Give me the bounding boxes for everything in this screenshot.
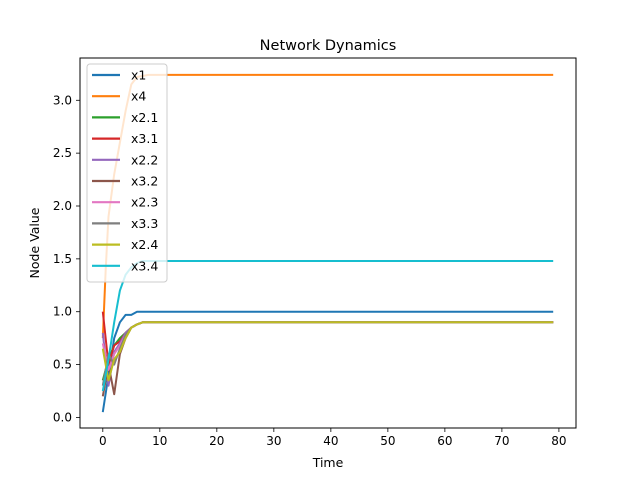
x-tick-label: 40 <box>323 434 338 448</box>
legend-label-x2.1: x2.1 <box>131 110 158 125</box>
legend-label-x2.2: x2.2 <box>131 152 158 167</box>
legend: x1 x4 x2.1 x3.1 x2.2 x3.2 x2.3 x3.3 x2.4 x3.4 <box>86 63 168 283</box>
legend-label-x3.1: x3.1 <box>131 131 158 146</box>
y-axis-ticks: 0.0 0.5 1.0 1.5 2.0 2.5 3.0 <box>53 93 80 424</box>
x-tick-label: 0 <box>99 434 107 448</box>
series-line-x2.4 <box>101 321 554 382</box>
x-tick-label: 70 <box>494 434 509 448</box>
legend-label-x2.4: x2.4 <box>131 237 158 252</box>
x-tick-label: 80 <box>551 434 566 448</box>
x-axis-ticks: 0 10 20 30 40 50 60 70 80 <box>99 428 567 448</box>
x-tick-label: 10 <box>152 434 167 448</box>
y-tick-label: 1.0 <box>53 305 72 319</box>
y-tick-label: 0.0 <box>53 410 72 424</box>
legend-label-x4: x4 <box>131 89 146 104</box>
x-tick-label: 30 <box>266 434 281 448</box>
y-tick-label: 2.0 <box>53 199 72 213</box>
x-tick-label: 50 <box>380 434 395 448</box>
y-tick-label: 3.0 <box>53 93 72 107</box>
x-axis-label: Time <box>312 455 344 470</box>
legend-label-x1: x1 <box>131 68 146 83</box>
y-axis-label: Node Value <box>27 207 42 278</box>
y-tick-label: 2.5 <box>53 146 72 160</box>
x-tick-label: 60 <box>437 434 452 448</box>
axes-frame <box>79 57 577 429</box>
legend-label-x3.4: x3.4 <box>131 258 158 273</box>
legend-label-x2.3: x2.3 <box>131 195 158 210</box>
chart-title: Network Dynamics <box>260 38 397 54</box>
legend-label-x3.2: x3.2 <box>131 174 158 189</box>
legend-label-x3.3: x3.3 <box>131 216 158 231</box>
x-tick-label: 20 <box>209 434 224 448</box>
y-tick-label: 0.5 <box>53 358 72 372</box>
y-tick-label: 1.5 <box>53 252 72 266</box>
